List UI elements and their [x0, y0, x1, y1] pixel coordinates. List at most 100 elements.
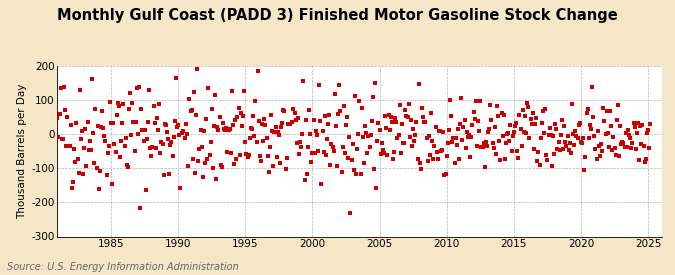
Point: [498, 113, 509, 117]
Point: [236, 124, 247, 128]
Text: Source: U.S. Energy Information Administration: Source: U.S. Energy Information Administ…: [7, 262, 238, 272]
Point: [589, 134, 600, 138]
Point: [622, 128, 633, 132]
Point: [168, 135, 179, 139]
Point: [520, 131, 531, 135]
Point: [491, 104, 502, 108]
Y-axis label: Thousand Barrels per Day: Thousand Barrels per Day: [17, 84, 27, 219]
Point: [304, 108, 315, 112]
Point: [137, 128, 148, 132]
Point: [448, 136, 459, 140]
Point: [544, 126, 555, 131]
Point: [387, 119, 398, 124]
Point: [74, 88, 85, 92]
Point: [186, 107, 197, 112]
Point: [67, 186, 78, 190]
Point: [99, 134, 110, 138]
Point: [295, 139, 306, 144]
Point: [70, 160, 81, 164]
Point: [342, 115, 352, 120]
Point: [236, 111, 246, 115]
Point: [331, 124, 342, 128]
Point: [443, 127, 454, 132]
Point: [500, 156, 510, 161]
Point: [481, 144, 492, 148]
Point: [576, 140, 587, 145]
Point: [164, 171, 175, 176]
Point: [119, 144, 130, 148]
Point: [545, 133, 556, 137]
Point: [456, 96, 466, 101]
Point: [403, 102, 414, 106]
Point: [612, 118, 622, 122]
Point: [588, 115, 599, 119]
Point: [535, 136, 546, 141]
Point: [484, 127, 495, 131]
Point: [380, 114, 391, 118]
Point: [132, 131, 143, 136]
Point: [614, 153, 624, 158]
Point: [68, 180, 78, 185]
Point: [552, 146, 563, 151]
Point: [586, 127, 597, 132]
Point: [556, 117, 567, 122]
Point: [234, 153, 245, 158]
Point: [273, 130, 284, 134]
Point: [69, 147, 80, 151]
Point: [529, 147, 539, 151]
Point: [355, 172, 366, 177]
Point: [467, 123, 478, 127]
Point: [616, 142, 626, 146]
Point: [167, 153, 178, 158]
Point: [239, 89, 250, 93]
Point: [180, 136, 190, 140]
Point: [516, 144, 527, 148]
Point: [537, 121, 547, 125]
Point: [219, 126, 230, 131]
Point: [489, 125, 500, 129]
Point: [62, 115, 73, 119]
Point: [317, 129, 328, 134]
Point: [280, 167, 291, 171]
Point: [549, 152, 560, 156]
Point: [638, 144, 649, 148]
Point: [493, 114, 504, 118]
Point: [231, 157, 242, 161]
Point: [185, 109, 196, 113]
Point: [510, 124, 520, 128]
Point: [53, 134, 64, 139]
Point: [494, 139, 505, 144]
Point: [399, 141, 410, 145]
Point: [54, 112, 65, 116]
Point: [437, 147, 448, 152]
Point: [634, 158, 645, 162]
Point: [61, 144, 72, 148]
Point: [265, 144, 275, 149]
Point: [438, 130, 449, 134]
Point: [341, 123, 352, 128]
Point: [238, 114, 248, 119]
Point: [90, 106, 101, 111]
Point: [373, 120, 384, 125]
Point: [273, 132, 284, 137]
Point: [428, 156, 439, 161]
Point: [211, 177, 221, 181]
Point: [292, 141, 302, 146]
Point: [458, 125, 469, 130]
Point: [597, 148, 608, 153]
Point: [263, 170, 274, 174]
Point: [251, 140, 262, 144]
Point: [468, 110, 479, 114]
Point: [188, 90, 199, 94]
Point: [256, 159, 267, 164]
Point: [593, 144, 604, 148]
Point: [171, 125, 182, 130]
Point: [338, 145, 348, 150]
Point: [350, 94, 360, 98]
Point: [312, 133, 323, 137]
Point: [63, 144, 74, 148]
Point: [576, 141, 587, 145]
Point: [542, 158, 553, 163]
Point: [335, 109, 346, 114]
Point: [97, 109, 107, 113]
